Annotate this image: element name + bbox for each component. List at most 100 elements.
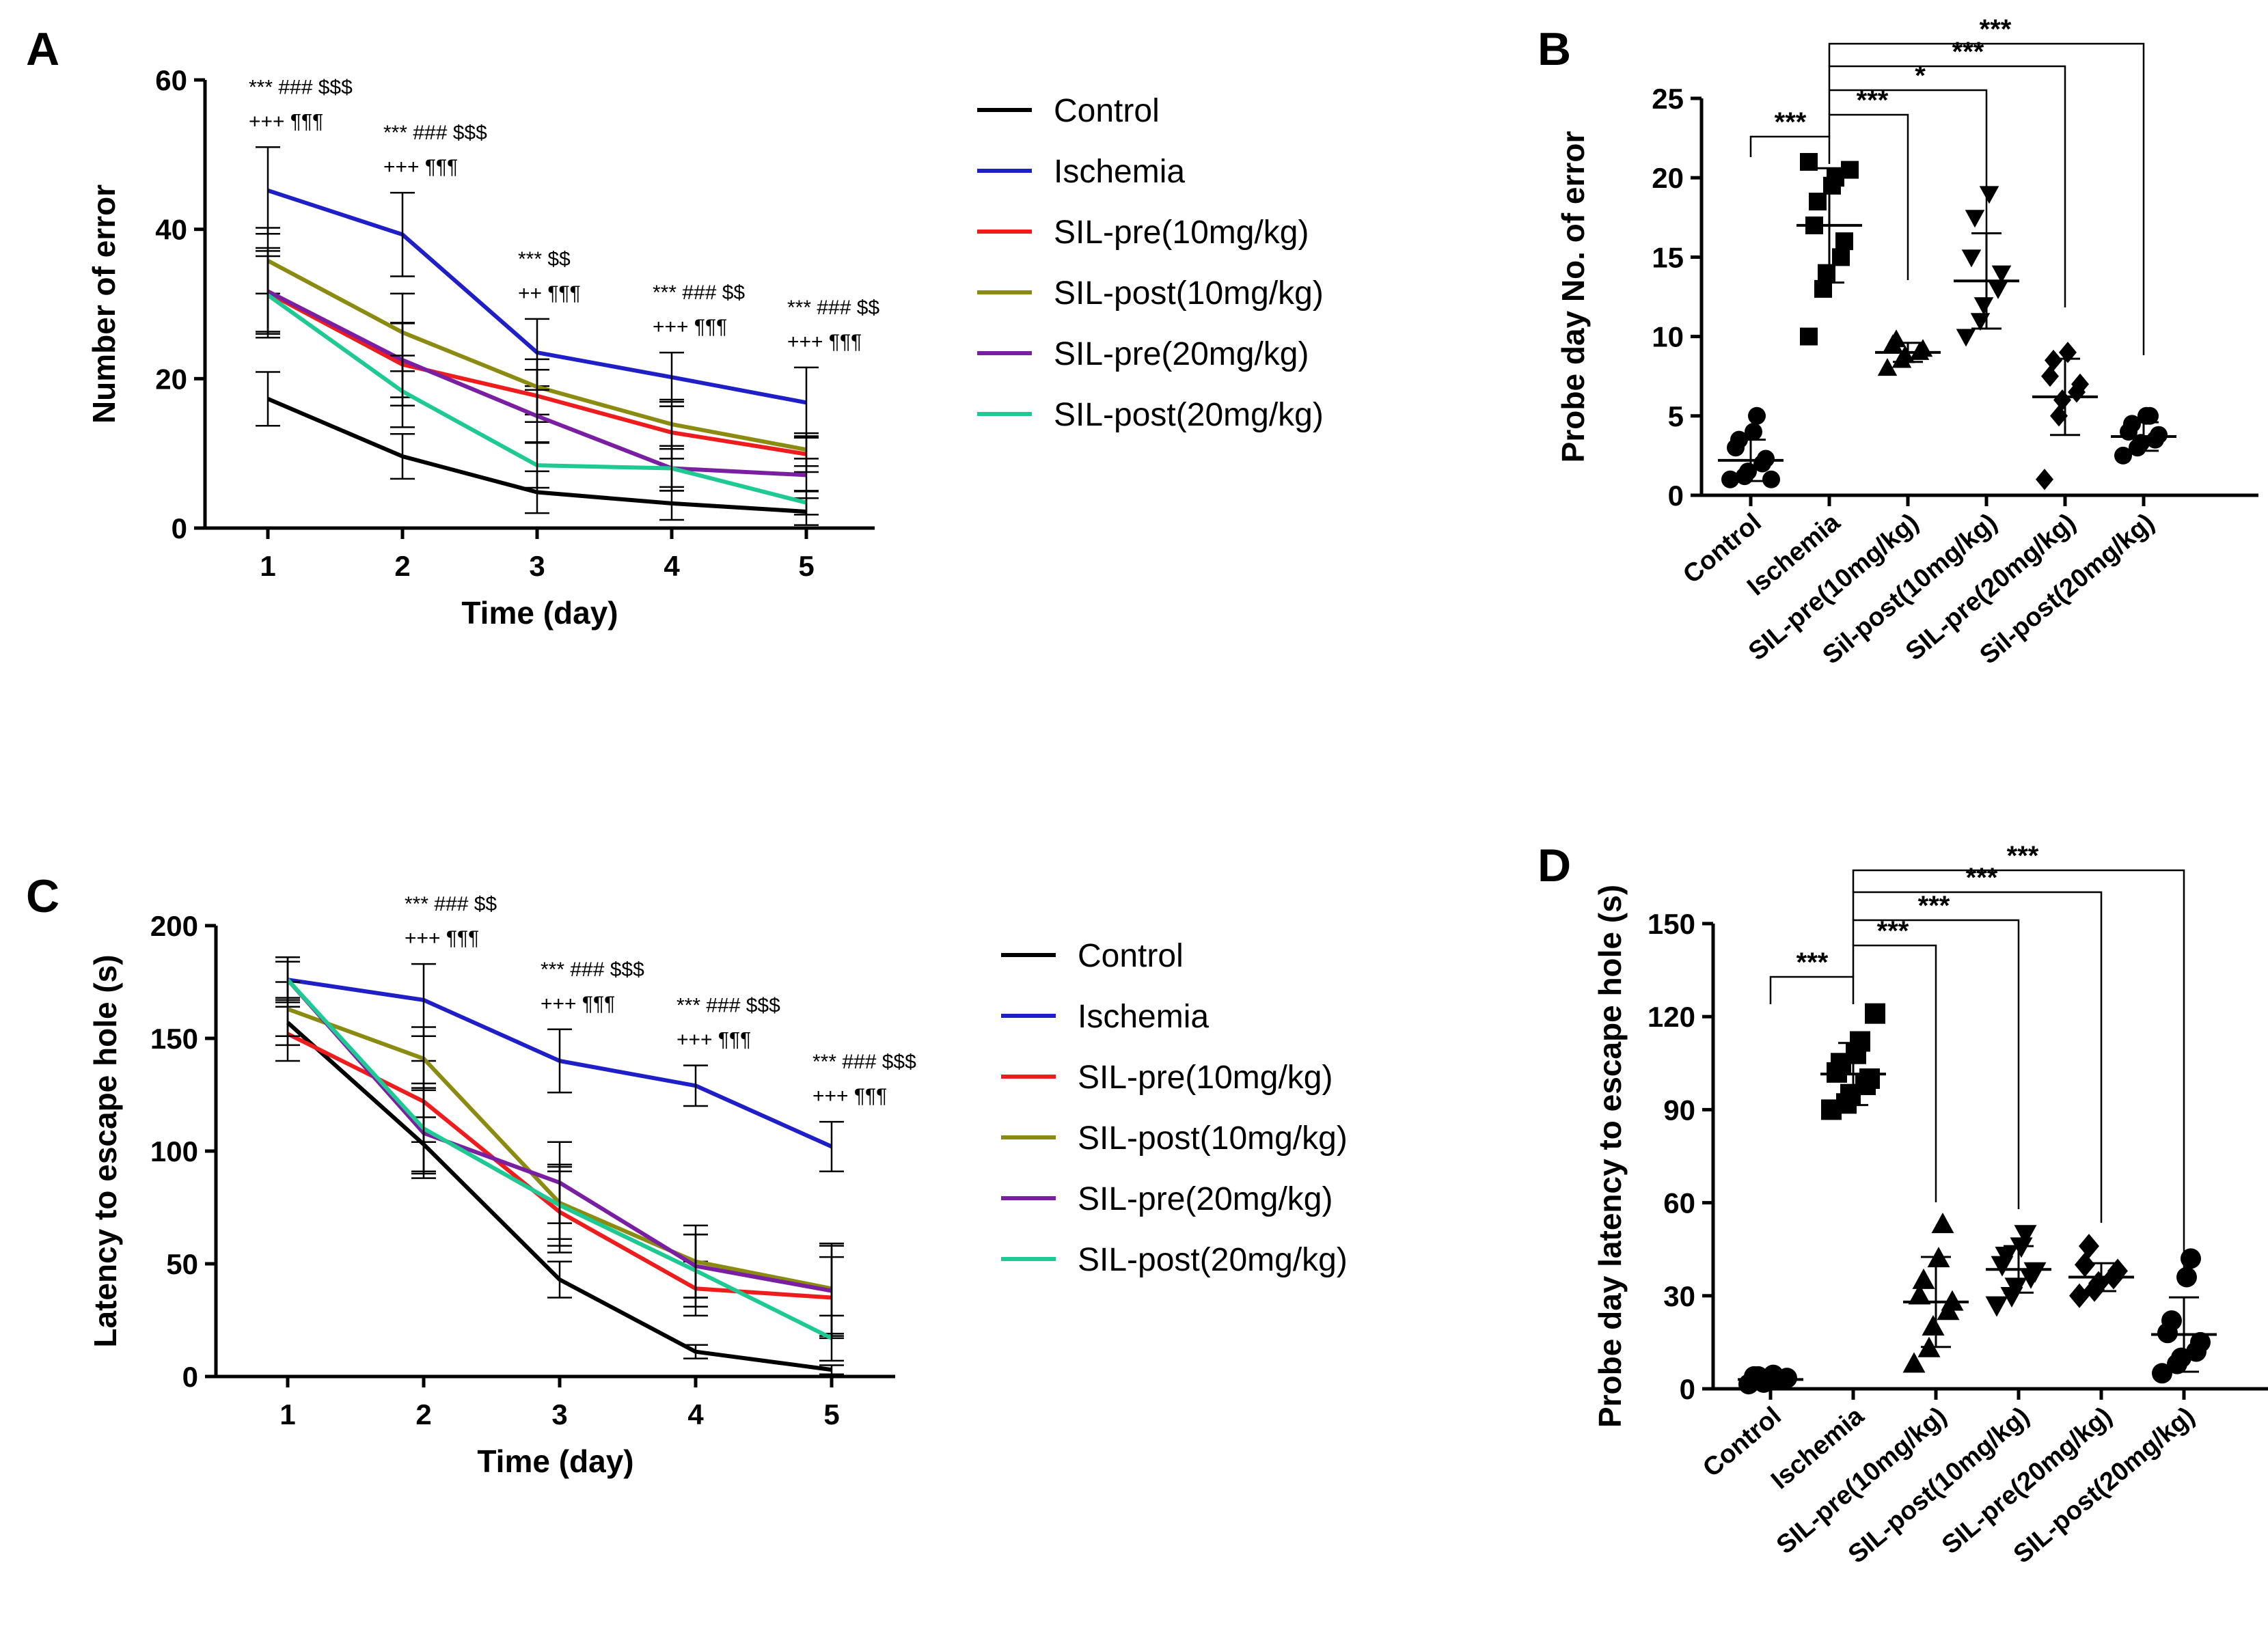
y-tick-label: 60	[155, 64, 187, 96]
data-point	[2132, 434, 2150, 452]
data-point	[1841, 161, 1859, 179]
x-tick-label: 3	[551, 1398, 567, 1430]
x-tick-label: 1	[279, 1398, 295, 1430]
y-tick-label: 15	[1652, 241, 1684, 273]
data-point	[1956, 329, 1976, 347]
comparison-bracket	[1852, 944, 1937, 1202]
data-point	[1973, 297, 1994, 316]
legend-label: Control	[1078, 938, 1184, 974]
data-point	[2075, 1252, 2095, 1277]
comparison-bracket	[1852, 869, 2185, 1277]
data-point	[1965, 210, 1985, 228]
data-point	[2004, 1277, 2027, 1299]
comparison-bracket	[1828, 89, 1988, 287]
significance-stars: ***	[1966, 863, 1998, 893]
legend-label: SIL-pre(20mg/kg)	[1054, 336, 1309, 372]
data-point	[2150, 426, 2168, 444]
comparison-bracket	[1852, 891, 2103, 1223]
y-tick-label: 5	[1668, 400, 1684, 432]
panel-letter-d: D	[1538, 840, 1571, 891]
data-point	[1809, 193, 1827, 211]
data-point	[2053, 389, 2071, 411]
panel-letter-a: A	[26, 23, 59, 75]
data-point	[1941, 1290, 1964, 1311]
comparison-bracket	[1828, 42, 2145, 355]
data-point	[1859, 1068, 1880, 1089]
x-axis-title: Time (day)	[461, 595, 618, 631]
legend-label: SIL-pre(20mg/kg)	[1078, 1181, 1333, 1217]
data-point	[1800, 327, 1818, 346]
data-point	[1835, 232, 1853, 251]
data-point	[1895, 345, 1915, 363]
y-tick-label: 150	[1648, 908, 1695, 940]
legend-label: SIL-pre(10mg/kg)	[1054, 215, 1309, 251]
x-tick-label: 2	[415, 1398, 431, 1430]
data-point	[1913, 339, 1933, 357]
significance-line-2: +++ ¶¶¶	[677, 1029, 751, 1051]
x-axis-title: Time (day)	[477, 1443, 633, 1479]
data-point	[2023, 1262, 2047, 1283]
legend-label: SIL-pre(10mg/kg)	[1078, 1060, 1333, 1096]
x-tick-label: 5	[798, 550, 814, 582]
legend-label: SIL-post(20mg/kg)	[1078, 1242, 1348, 1278]
x-tick-label: 3	[529, 550, 545, 582]
data-point	[2041, 365, 2059, 387]
significance-line-1: *** ### $$$	[541, 958, 644, 981]
significance-stars: ***	[1877, 916, 1909, 946]
significance-line-2: +++ ¶¶¶	[249, 110, 323, 133]
y-tick-label: 100	[150, 1135, 198, 1167]
data-point	[2114, 446, 2132, 465]
data-point	[2050, 405, 2068, 427]
y-tick-label: 30	[1663, 1280, 1695, 1312]
chart-panel-a: 0 20 40 60 1 2 3 4 5 Time (day) Number of error ***…	[86, 64, 1324, 631]
data-point	[2045, 349, 2062, 372]
legend-label: Control	[1054, 93, 1160, 129]
significance-line-2: +++ ¶¶¶	[812, 1085, 887, 1107]
comparison-bracket	[1828, 113, 1909, 280]
y-tick-label: 20	[1652, 162, 1684, 194]
significance-line-1: *** ### $$$	[812, 1051, 916, 1073]
data-point	[1762, 470, 1780, 488]
data-point	[2181, 1248, 2201, 1269]
y-tick-label: 60	[1663, 1187, 1695, 1219]
legend-label: Ischemia	[1054, 154, 1185, 190]
legend-label: SIL-post(10mg/kg)	[1078, 1120, 1348, 1157]
significance-line-1: *** ### $$	[653, 281, 745, 304]
y-tick-label: 0	[182, 1361, 198, 1393]
y-axis-title: Number of error	[86, 184, 122, 424]
y-axis-title: Latency to escape hole (s)	[87, 954, 123, 1347]
significance-line-1: *** ### $$$	[249, 76, 353, 98]
data-point	[1912, 1268, 1935, 1289]
data-point	[1832, 248, 1850, 266]
y-tick-label: 150	[150, 1023, 198, 1055]
data-point	[2071, 373, 2089, 395]
comparison-bracket	[1852, 919, 2020, 1209]
chart-panel-c: 0 50 100 150 200 1 2 3 4 5 Time (day) Latency to es…	[87, 893, 1348, 1479]
significance-stars: ***	[1980, 14, 2012, 44]
x-tick-label: 1	[260, 550, 275, 582]
data-point	[2079, 1234, 2099, 1259]
x-tick-label: 4	[664, 550, 680, 582]
significance-line-2: +++ ¶¶¶	[787, 331, 862, 353]
data-point	[1877, 358, 1898, 376]
data-point	[1991, 265, 2012, 283]
data-point	[1745, 423, 1762, 441]
data-point	[2152, 1363, 2172, 1384]
significance-line-2: +++ ¶¶¶	[653, 316, 727, 338]
data-point	[2161, 1310, 2182, 1331]
data-point	[1748, 406, 1766, 425]
significance-stars: ***	[1918, 891, 1950, 921]
x-tick-label: 5	[823, 1398, 839, 1430]
significance-line-2: ++ ¶¶¶	[518, 282, 581, 305]
comparison-bracket	[1769, 976, 1855, 1004]
data-point	[1961, 249, 1982, 268]
data-point	[1931, 1213, 1954, 1234]
y-tick-label: 25	[1652, 83, 1684, 115]
y-tick-label: 200	[150, 910, 198, 942]
data-point	[1818, 264, 1835, 282]
data-point	[1739, 462, 1757, 481]
legend-label: SIL-post(10mg/kg)	[1054, 275, 1324, 312]
significance-line-1: *** ### $$	[405, 893, 497, 915]
data-point	[1970, 313, 1991, 331]
